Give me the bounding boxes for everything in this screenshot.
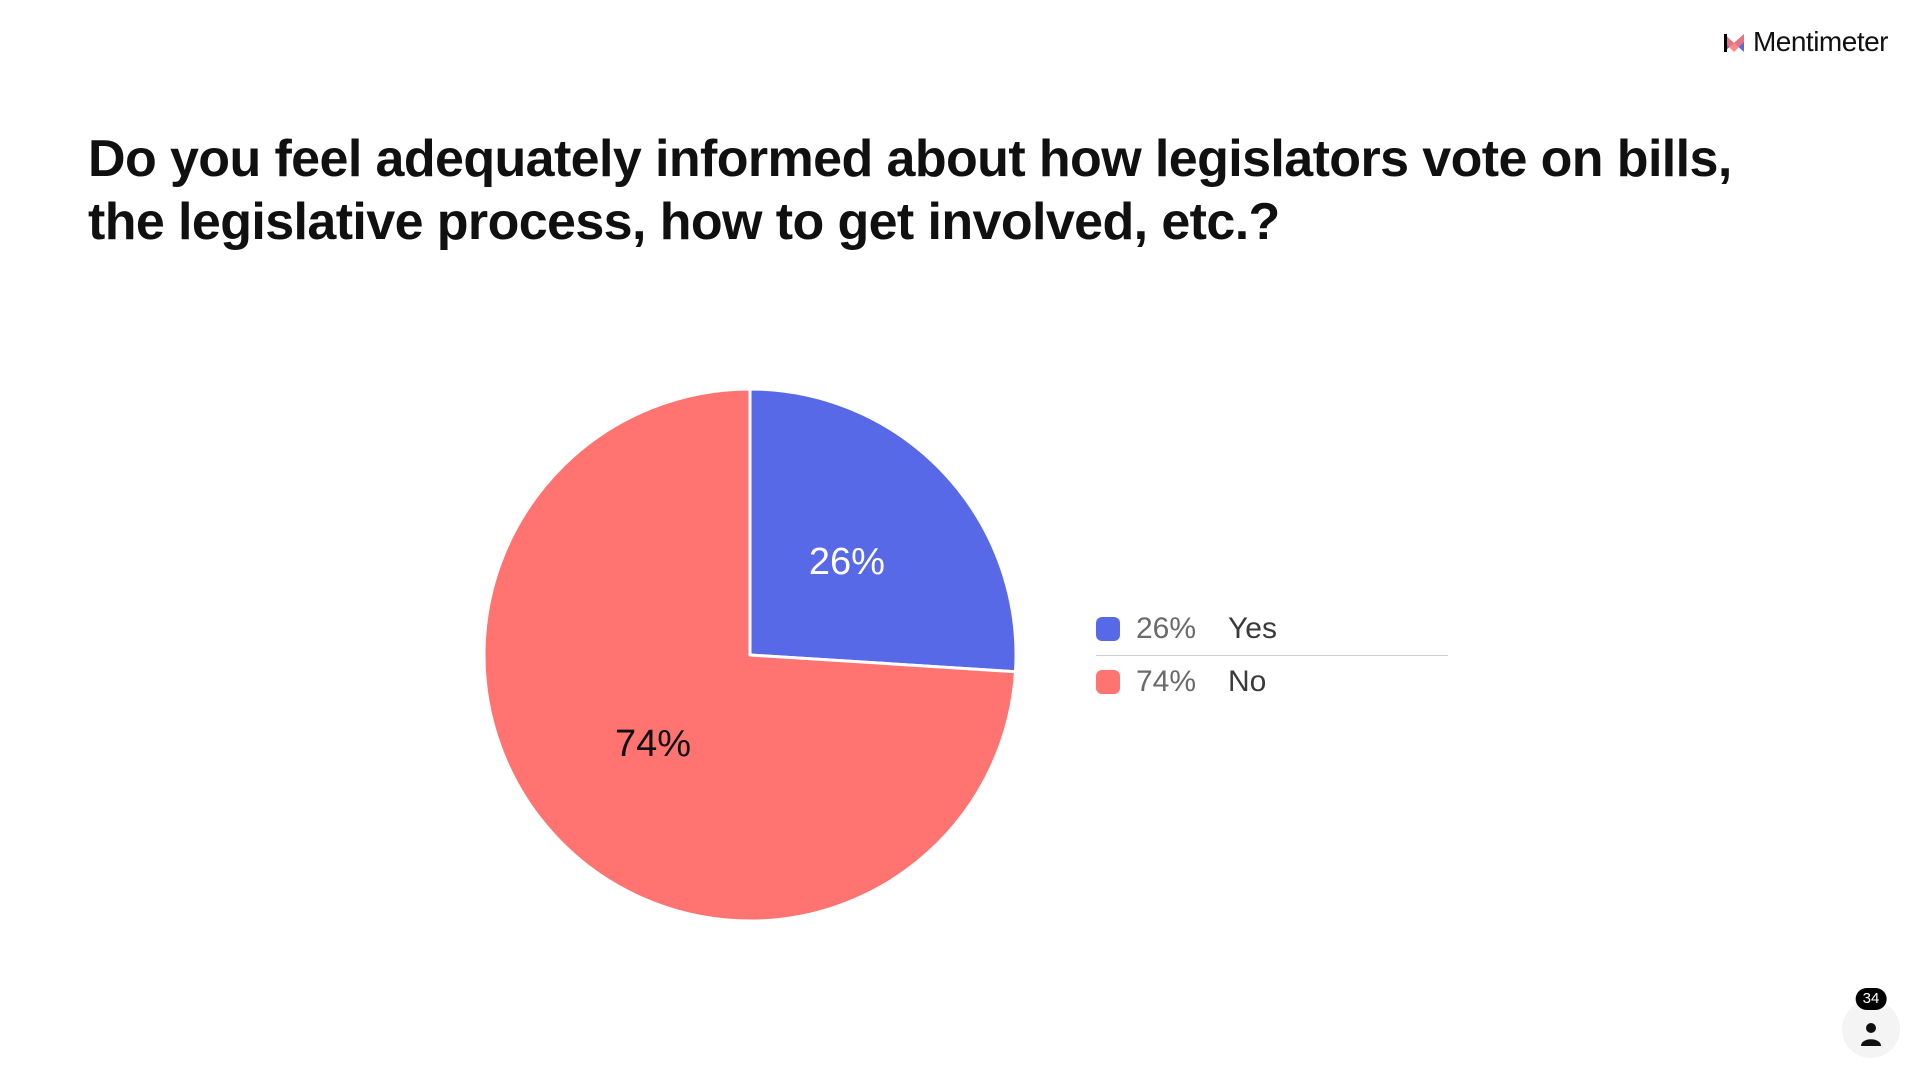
- brand: Mentimeter: [1723, 26, 1889, 58]
- pie-slice-no: [482, 387, 1017, 923]
- pie-slice-yes: [748, 387, 1018, 674]
- legend-swatch-yes: [1096, 617, 1120, 641]
- legend-percent-no: 74%: [1136, 665, 1197, 698]
- mentimeter-logo-icon: [1723, 34, 1744, 52]
- legend-item-no: 74% No: [1096, 655, 1448, 708]
- pie-label-no: 74%: [615, 723, 691, 765]
- legend-swatch-no: [1096, 670, 1120, 694]
- question-title: Do you feel adequately informed about ho…: [88, 130, 1732, 251]
- pie-label-yes: 26%: [809, 541, 885, 583]
- response-counter[interactable]: 34: [1842, 988, 1900, 1058]
- legend-label-no: No: [1228, 665, 1267, 698]
- person-icon: [1861, 1023, 1881, 1046]
- legend-item-yes: 26% Yes: [1096, 603, 1448, 655]
- chart-legend: 26% Yes 74% No: [1096, 603, 1448, 708]
- brand-name: Mentimeter: [1752, 26, 1889, 57]
- legend-percent-yes: 26%: [1136, 612, 1197, 645]
- legend-label-yes: Yes: [1228, 612, 1277, 645]
- response-count-badge: 34: [1855, 988, 1887, 1010]
